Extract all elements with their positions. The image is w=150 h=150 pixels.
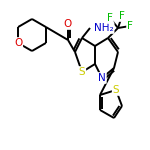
Text: NH₂: NH₂ [94,23,114,33]
Text: O: O [64,19,72,29]
Text: S: S [79,67,85,77]
Text: S: S [113,85,119,95]
Text: F: F [127,21,133,31]
Text: N: N [98,73,106,83]
Text: F: F [119,11,125,21]
Text: F: F [107,13,113,23]
Text: O: O [14,38,22,48]
